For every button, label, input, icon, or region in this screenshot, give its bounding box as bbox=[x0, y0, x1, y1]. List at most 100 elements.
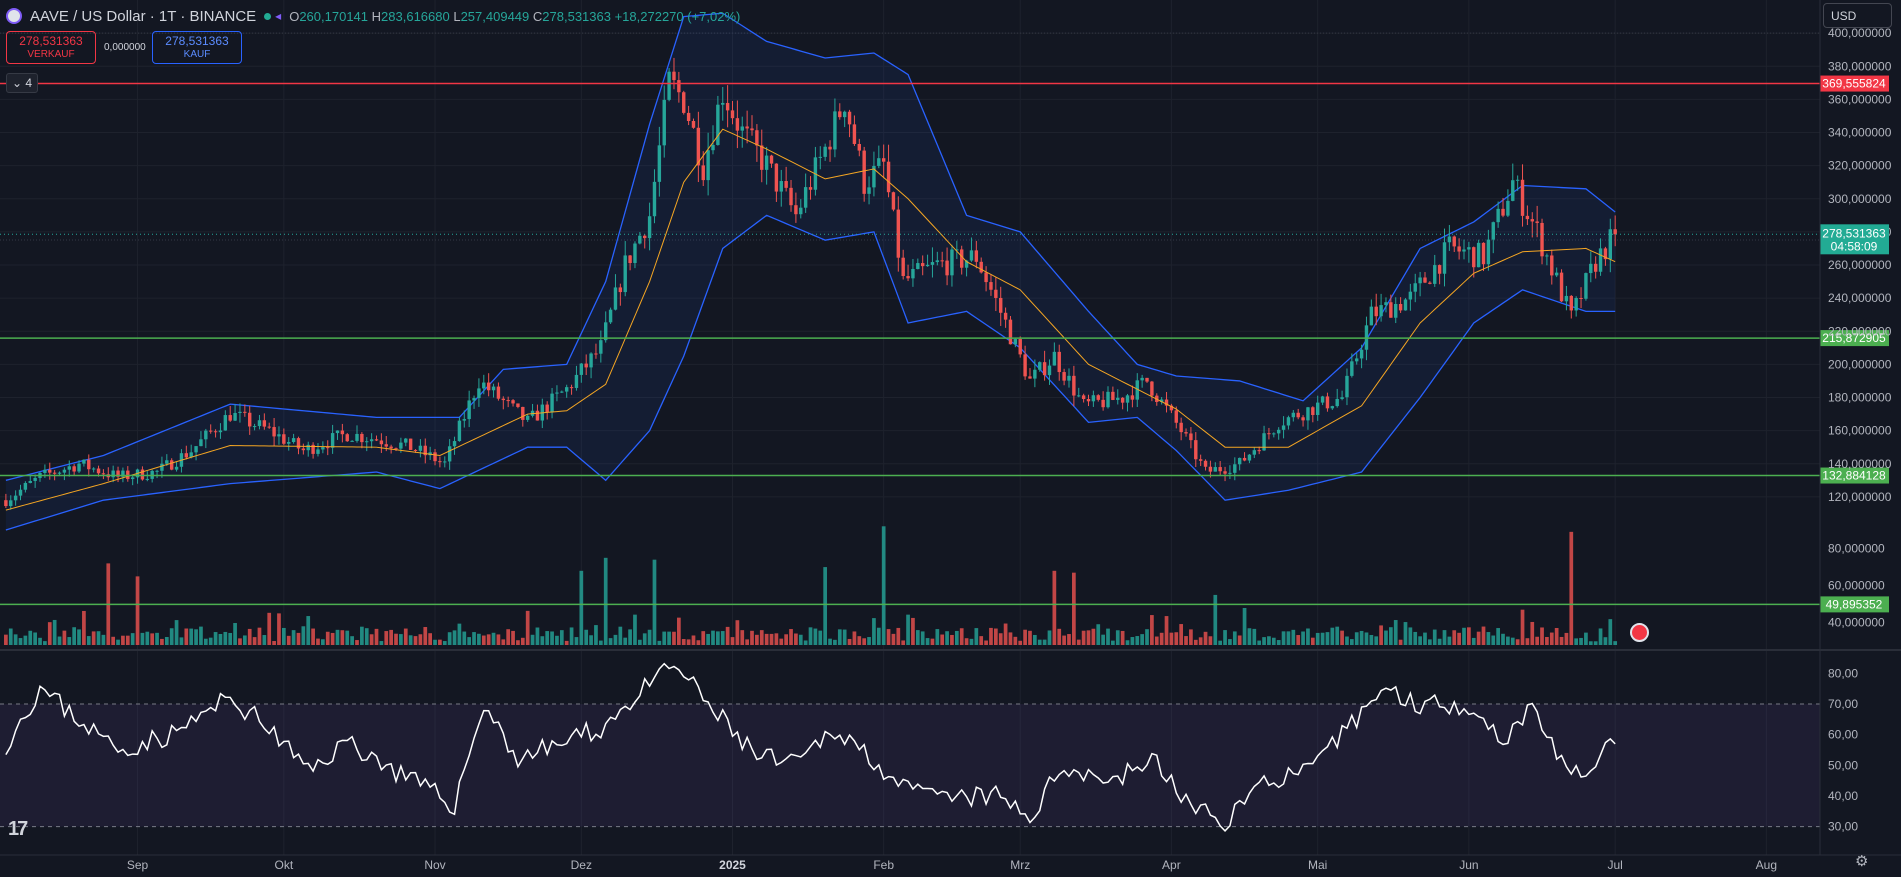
candle bbox=[1223, 466, 1227, 482]
volume-bar bbox=[1481, 626, 1486, 645]
volume-bar bbox=[545, 631, 550, 645]
volume-bar bbox=[1223, 630, 1227, 645]
volume-bar bbox=[1510, 637, 1515, 645]
candle bbox=[418, 439, 423, 458]
candle bbox=[1164, 391, 1169, 413]
tradingview-logo-icon[interactable]: 17 bbox=[8, 818, 28, 840]
candle bbox=[1462, 239, 1466, 260]
volume-bar bbox=[145, 631, 150, 645]
volume-bar bbox=[769, 633, 774, 645]
volume-bar bbox=[408, 635, 413, 645]
candle bbox=[1057, 344, 1061, 381]
candle bbox=[1408, 283, 1413, 311]
volume-bar bbox=[842, 629, 847, 645]
candle bbox=[1394, 297, 1398, 324]
symbol-title[interactable]: AAVE / US Dollar · 1T · BINANCE bbox=[30, 7, 257, 25]
volume-bar bbox=[667, 631, 671, 645]
volume-bar bbox=[1501, 633, 1505, 645]
candle bbox=[711, 125, 715, 155]
volume-bar bbox=[1076, 639, 1081, 645]
volume-bar bbox=[589, 635, 593, 645]
candle bbox=[101, 469, 106, 480]
volume-bar bbox=[662, 631, 667, 645]
volume-bar bbox=[418, 634, 423, 645]
candle bbox=[828, 140, 832, 162]
volume-bar bbox=[1530, 621, 1535, 645]
price-axis[interactable]: 120,000000 140,000000 160,000000 180,000000… bbox=[1828, 26, 1892, 504]
volume-bar bbox=[150, 633, 155, 645]
volume-bar bbox=[1106, 628, 1110, 645]
candle bbox=[1496, 201, 1500, 228]
volume-bar bbox=[559, 630, 564, 645]
candle bbox=[482, 374, 486, 395]
gear-icon[interactable]: ⚙ bbox=[1855, 853, 1869, 870]
candle bbox=[808, 176, 813, 200]
candle bbox=[1520, 164, 1525, 227]
candle bbox=[657, 126, 662, 197]
candle bbox=[608, 307, 613, 325]
volume-bar bbox=[1398, 639, 1403, 645]
volume-bar bbox=[1179, 624, 1184, 645]
volume-bar bbox=[1588, 641, 1593, 645]
volume-bar bbox=[374, 628, 379, 645]
candle bbox=[277, 426, 281, 445]
candle bbox=[906, 264, 910, 282]
volume-bar bbox=[1554, 628, 1559, 645]
us-flag-icon[interactable] bbox=[1630, 623, 1649, 642]
volume-bar bbox=[1067, 634, 1071, 645]
candle bbox=[652, 169, 657, 224]
candle bbox=[1369, 299, 1374, 326]
candle bbox=[1335, 388, 1339, 408]
volume-bar bbox=[481, 635, 486, 645]
candle bbox=[803, 173, 808, 213]
price-tick-label: 160,000000 bbox=[1828, 424, 1892, 438]
candle bbox=[555, 385, 559, 402]
volume-bar bbox=[135, 576, 140, 645]
candle bbox=[701, 151, 705, 187]
status-indicators[interactable]: ◂ bbox=[264, 9, 281, 23]
candle bbox=[891, 191, 896, 212]
volume-bar bbox=[1252, 628, 1257, 645]
candle bbox=[662, 85, 666, 158]
candle bbox=[1447, 224, 1452, 251]
buy-button[interactable]: 278,531363 KAUF bbox=[152, 31, 242, 64]
candle bbox=[311, 442, 315, 459]
volume-bar bbox=[1408, 627, 1413, 645]
volume-bar bbox=[1486, 632, 1491, 645]
sell-button[interactable]: 278,531363 VERKAUF bbox=[6, 31, 96, 64]
volume-bar bbox=[1325, 632, 1330, 645]
candle bbox=[160, 456, 164, 478]
candle bbox=[1398, 297, 1403, 313]
price-tick-label: 400,000000 bbox=[1828, 26, 1892, 40]
volume-bar bbox=[1130, 637, 1135, 645]
volume-bar bbox=[8, 628, 13, 645]
volume-bar bbox=[584, 629, 589, 645]
volume-bar bbox=[1393, 620, 1398, 645]
candle bbox=[862, 146, 866, 202]
volume-bar bbox=[1271, 637, 1276, 645]
bollinger-upper bbox=[5, 12, 1616, 481]
candle bbox=[838, 103, 842, 120]
candle bbox=[901, 249, 905, 280]
candle bbox=[545, 401, 549, 420]
currency-selector[interactable]: USD bbox=[1823, 3, 1892, 28]
candle bbox=[452, 436, 457, 455]
volume-bar bbox=[52, 619, 57, 645]
volume-bar bbox=[130, 633, 135, 645]
volume-bar bbox=[677, 617, 681, 645]
volume-bar bbox=[579, 570, 584, 645]
candle bbox=[1452, 235, 1456, 253]
candle bbox=[696, 111, 701, 183]
candle bbox=[1208, 460, 1213, 478]
time-tick-label: Mrz bbox=[1010, 858, 1030, 872]
candle bbox=[1589, 251, 1593, 283]
volume-bar bbox=[18, 638, 23, 645]
volume-bar bbox=[403, 628, 408, 645]
price-tick-label: 140,000000 bbox=[1828, 457, 1892, 471]
candle bbox=[569, 384, 574, 395]
indicators-collapse-button[interactable]: ⌄ 4 bbox=[6, 73, 38, 93]
volume-bar bbox=[4, 634, 8, 645]
candle bbox=[28, 475, 32, 484]
volume-bar bbox=[1028, 630, 1032, 645]
